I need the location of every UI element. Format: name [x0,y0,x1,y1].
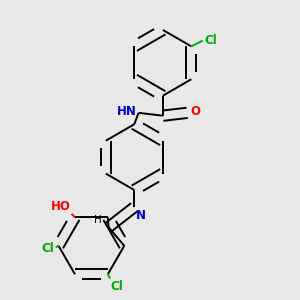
Text: N: N [136,208,146,222]
Text: Cl: Cl [41,242,54,255]
Text: H: H [94,215,101,225]
Text: O: O [190,105,201,118]
Text: Cl: Cl [204,34,217,46]
Text: HN: HN [116,105,136,118]
Text: Cl: Cl [111,280,123,293]
Text: HO: HO [51,200,71,213]
